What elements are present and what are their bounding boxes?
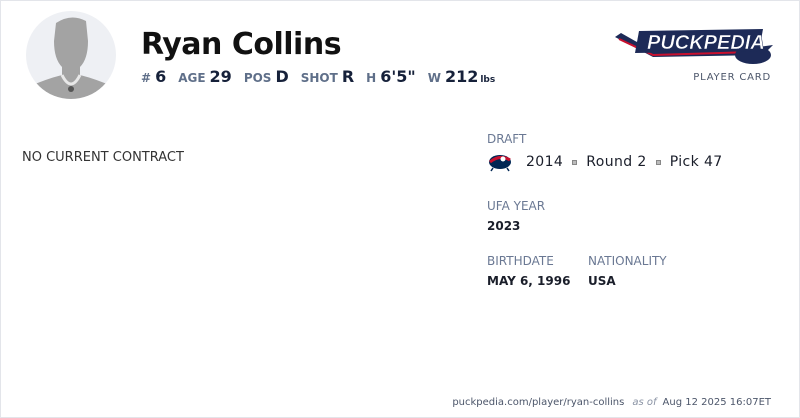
draft-info: 2014 Round 2 Pick 47 <box>487 152 723 172</box>
age-label: AGE <box>178 71 206 85</box>
player-name: Ryan Collins <box>141 27 342 62</box>
as-of-label: as of <box>632 397 657 408</box>
draft-pick: Pick 47 <box>669 154 723 170</box>
weight-label: W <box>427 71 441 85</box>
ufa-value: 2023 <box>487 219 521 233</box>
number-label: # <box>141 71 152 85</box>
weight-unit: lbs <box>480 75 496 85</box>
player-stats: #6 AGE 29 POS D SHOT R H 6'5" W 212 lbs <box>141 67 495 86</box>
player-url[interactable]: puckpedia.com/player/ryan-collins <box>452 397 625 408</box>
height-value: 6'5" <box>380 67 416 86</box>
shot-value: R <box>341 67 355 86</box>
svg-text:PUCKPEDIA: PUCKPEDIA <box>647 32 765 54</box>
age-value: 29 <box>209 67 232 86</box>
height-label: H <box>366 71 377 85</box>
separator-icon <box>655 159 661 165</box>
draft-label: DRAFT <box>487 132 527 146</box>
draft-year: 2014 <box>526 154 564 170</box>
birthdate-label: BIRTHDATE <box>487 254 554 268</box>
player-silhouette-icon <box>28 17 114 99</box>
pos-label: POS <box>243 71 272 85</box>
timestamp: Aug 12 2025 16:07ET <box>662 397 771 408</box>
footer: puckpedia.com/player/ryan-collins as of Au… <box>452 397 771 408</box>
ufa-label: UFA YEAR <box>487 199 546 213</box>
team-logo-icon <box>489 155 511 172</box>
contract-status: NO CURRENT CONTRACT <box>22 150 184 165</box>
pos-value: D <box>275 67 289 86</box>
player-card-subtitle: PLAYER CARD <box>693 72 771 83</box>
nationality-value: USA <box>588 274 616 288</box>
weight-value: 212 <box>444 67 479 86</box>
draft-round: Round 2 <box>586 154 647 170</box>
avatar <box>26 11 116 99</box>
birthdate-value: MAY 6, 1996 <box>487 274 571 288</box>
separator-icon <box>572 159 578 165</box>
number-value: 6 <box>155 67 167 86</box>
nationality-label: NATIONALITY <box>588 254 667 268</box>
puckpedia-logo: PUCKPEDIA <box>613 25 775 73</box>
shot-label: SHOT <box>300 71 338 85</box>
